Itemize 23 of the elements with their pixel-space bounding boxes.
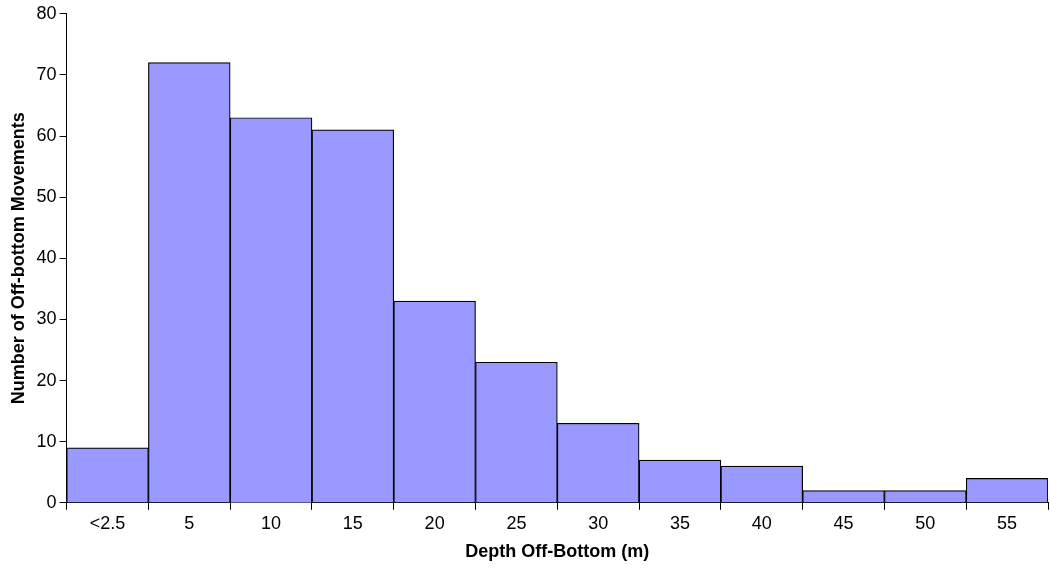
x-tick-label: 45: [833, 512, 854, 533]
x-tick-label: 20: [424, 512, 445, 533]
x-tick-label: 5: [184, 512, 195, 533]
y-tick-label: 70: [36, 63, 57, 84]
x-tick-label: 50: [915, 512, 936, 533]
y-tick-label: 20: [36, 369, 57, 390]
x-tick-label: 35: [669, 512, 690, 533]
x-tick-label: 15: [342, 512, 363, 533]
x-tick-label: 30: [588, 512, 609, 533]
x-axis-title: Depth Off-Bottom (m): [465, 541, 650, 562]
y-tick-label: 60: [36, 125, 57, 146]
x-tick-label: <2.5: [89, 512, 126, 533]
y-tick-label: 0: [46, 491, 57, 512]
y-tick-label: 80: [36, 2, 57, 23]
y-tick-label: 40: [36, 247, 57, 268]
y-tick-label: 50: [36, 186, 57, 207]
x-tick-label: 10: [261, 512, 282, 533]
y-axis-title: Number of Off-bottom Movements: [7, 112, 28, 405]
x-tick-label: 55: [997, 512, 1018, 533]
x-tick-label: 25: [506, 512, 527, 533]
y-tick-label: 10: [36, 430, 57, 451]
x-tick-label: 40: [751, 512, 772, 533]
y-tick-label: 30: [36, 308, 57, 329]
